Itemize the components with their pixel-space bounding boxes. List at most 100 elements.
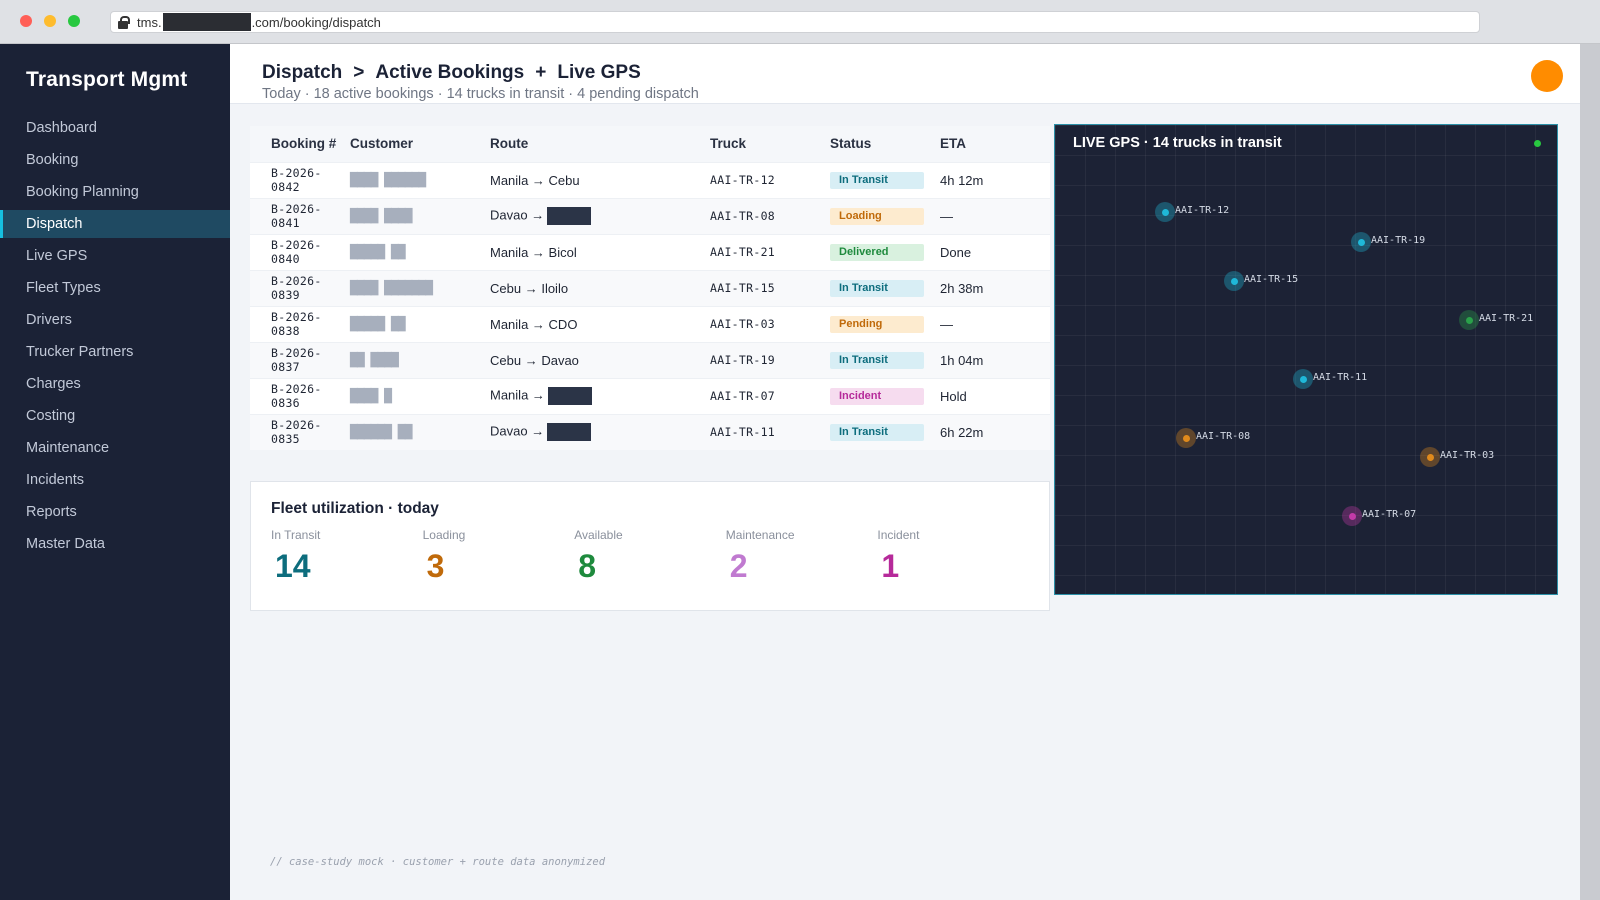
route-arrow: → — [524, 352, 538, 368]
sidebar-item-maintenance[interactable]: Maintenance — [0, 434, 230, 462]
sidebar-item-label: Charges — [26, 376, 81, 392]
route-origin: Cebu — [490, 352, 522, 368]
sidebar-item-master-data[interactable]: Master Data — [0, 530, 230, 558]
live-gps-map[interactable]: LIVE GPS · 14 trucks in transit AAI-TR-1… — [1054, 124, 1558, 595]
bookings-table-card: Booking # Customer Route Truck Status ET… — [250, 126, 1050, 450]
col-customer[interactable]: Customer — [350, 126, 490, 162]
route-destination-redaction — [547, 207, 592, 225]
breadcrumb-dispatch[interactable]: Dispatch — [262, 62, 343, 83]
sidebar-item-reports[interactable]: Reports — [0, 498, 230, 526]
status-badge: Incident — [830, 388, 924, 405]
truck-id[interactable]: AAI-TR-08 — [710, 197, 830, 234]
sidebar-item-label: Dashboard — [26, 120, 97, 136]
route-cell: Manila → Cebu — [490, 161, 710, 198]
route-destination: Bicol — [548, 244, 577, 260]
url-prefix: tms. — [137, 14, 162, 30]
table-row[interactable]: B-2026-0842 ████ ██████ Manila → Cebu AAI-T… — [250, 161, 1050, 198]
route-origin: Cebu — [490, 280, 522, 296]
table-row[interactable]: B-2026-0836 ████ █ Manila → AAI-TR-07 Incide… — [250, 377, 1050, 414]
sidebar-item-live-gps[interactable]: Live GPS — [0, 242, 230, 270]
sidebar-item-label: Booking Planning — [26, 184, 139, 200]
table-row[interactable]: B-2026-0835 ██████ ██ Davao → AAI-TR-11 In T… — [250, 413, 1050, 450]
sidebar-item-label: Fleet Types — [26, 280, 101, 296]
sidebar-item-trucker-partners[interactable]: Trucker Partners — [0, 338, 230, 366]
table-row[interactable]: B-2026-0839 ████ ███████ Cebu → Iloilo AAI-… — [250, 269, 1050, 306]
breadcrumb-active-bookings[interactable]: Active Bookings — [375, 62, 525, 83]
sidebar-item-charges[interactable]: Charges — [0, 370, 230, 398]
route-destination: CDO — [548, 316, 578, 332]
eta-value: 4h 12m — [940, 161, 1050, 198]
truck-marker-label: AAI-TR-15 — [1244, 274, 1299, 285]
close-window-button[interactable] — [20, 15, 32, 27]
customer-name: ██ ████ — [350, 341, 490, 378]
util-stat-value: 3 — [426, 548, 445, 584]
fleet-utilization-title: Fleet utilization · today — [271, 500, 439, 517]
brand-title: Transport Mgmt — [26, 68, 188, 91]
table-row[interactable]: B-2026-0837 ██ ████ Cebu → Davao AAI-TR-19 I… — [250, 341, 1050, 378]
util-stat-available: Available 8 — [574, 528, 726, 585]
route-destination: Davao — [541, 352, 579, 368]
truck-id[interactable]: AAI-TR-11 — [710, 413, 830, 450]
truck-id[interactable]: AAI-TR-12 — [710, 161, 830, 198]
route-arrow: → — [531, 387, 545, 403]
col-eta[interactable]: ETA — [940, 126, 1050, 162]
truck-id[interactable]: AAI-TR-07 — [710, 377, 830, 414]
status-badge: In Transit — [830, 280, 924, 297]
live-gps-title: LIVE GPS · 14 trucks in transit — [1073, 135, 1282, 151]
booking-number[interactable]: B-2026-0839 — [250, 269, 350, 306]
truck-id[interactable]: AAI-TR-19 — [710, 341, 830, 378]
truck-pin-icon — [1161, 208, 1169, 216]
booking-number[interactable]: B-2026-0838 — [250, 305, 350, 342]
sidebar-item-drivers[interactable]: Drivers — [0, 306, 230, 334]
truck-pin-icon — [1348, 512, 1356, 520]
sidebar-item-label: Dispatch — [26, 216, 83, 232]
truck-id[interactable]: AAI-TR-15 — [710, 269, 830, 306]
main-content: Dispatch > Active Bookings + Live GPS To… — [230, 44, 1580, 900]
status-cell: Delivered — [830, 233, 940, 270]
sidebar-item-label: Drivers — [26, 312, 72, 328]
bookings-table: Booking # Customer Route Truck Status ET… — [250, 126, 1050, 450]
col-status[interactable]: Status — [830, 126, 940, 162]
col-truck[interactable]: Truck — [710, 126, 830, 162]
maximize-window-button[interactable] — [68, 15, 80, 27]
sidebar-item-dispatch[interactable]: Dispatch — [0, 210, 230, 238]
col-route[interactable]: Route — [490, 126, 710, 162]
route-origin: Davao — [490, 207, 528, 223]
booking-number[interactable]: B-2026-0835 — [250, 413, 350, 450]
route-arrow: → — [531, 423, 545, 439]
col-booking[interactable]: Booking # — [250, 126, 350, 162]
minimize-window-button[interactable] — [44, 15, 56, 27]
util-stat-label: In Transit — [271, 528, 321, 542]
eta-value: Hold — [940, 377, 1050, 414]
truck-pin-icon — [1182, 434, 1190, 442]
table-row[interactable]: B-2026-0838 █████ ██ Manila → CDO AAI-TR-03… — [250, 305, 1050, 342]
address-bar[interactable]: tms. .com/booking/dispatch — [110, 11, 1480, 33]
route-arrow: → — [531, 172, 545, 188]
customer-name: ████ ████ — [350, 197, 490, 234]
truck-id[interactable]: AAI-TR-21 — [710, 233, 830, 270]
truck-id[interactable]: AAI-TR-03 — [710, 305, 830, 342]
sidebar-item-dashboard[interactable]: Dashboard — [0, 114, 230, 142]
page-header: Dispatch > Active Bookings + Live GPS To… — [230, 44, 1580, 104]
user-avatar[interactable] — [1531, 60, 1563, 92]
table-header-row: Booking # Customer Route Truck Status ET… — [250, 126, 1050, 162]
sidebar-item-costing[interactable]: Costing — [0, 402, 230, 430]
booking-number[interactable]: B-2026-0842 — [250, 161, 350, 198]
status-badge: In Transit — [830, 352, 924, 369]
table-body: B-2026-0842 ████ ██████ Manila → Cebu AAI-T… — [250, 161, 1050, 450]
sidebar-item-booking[interactable]: Booking — [0, 146, 230, 174]
sidebar-item-fleet-types[interactable]: Fleet Types — [0, 274, 230, 302]
table-row[interactable]: B-2026-0841 ████ ████ Davao → AAI-TR-08 Load… — [250, 197, 1050, 234]
table-row[interactable]: B-2026-0840 █████ ██ Manila → Bicol AAI-TR-… — [250, 233, 1050, 270]
booking-number[interactable]: B-2026-0841 — [250, 197, 350, 234]
truck-pin-icon — [1465, 316, 1473, 324]
booking-number[interactable]: B-2026-0837 — [250, 341, 350, 378]
booking-number[interactable]: B-2026-0840 — [250, 233, 350, 270]
truck-marker-label: AAI-TR-21 — [1479, 313, 1534, 324]
sidebar-item-incidents[interactable]: Incidents — [0, 466, 230, 494]
booking-number[interactable]: B-2026-0836 — [250, 377, 350, 414]
sidebar-item-booking-planning[interactable]: Booking Planning — [0, 178, 230, 206]
eta-value: Done — [940, 233, 1050, 270]
breadcrumb-live-gps[interactable]: Live GPS — [557, 62, 641, 83]
route-cell: Cebu → Davao — [490, 341, 710, 378]
